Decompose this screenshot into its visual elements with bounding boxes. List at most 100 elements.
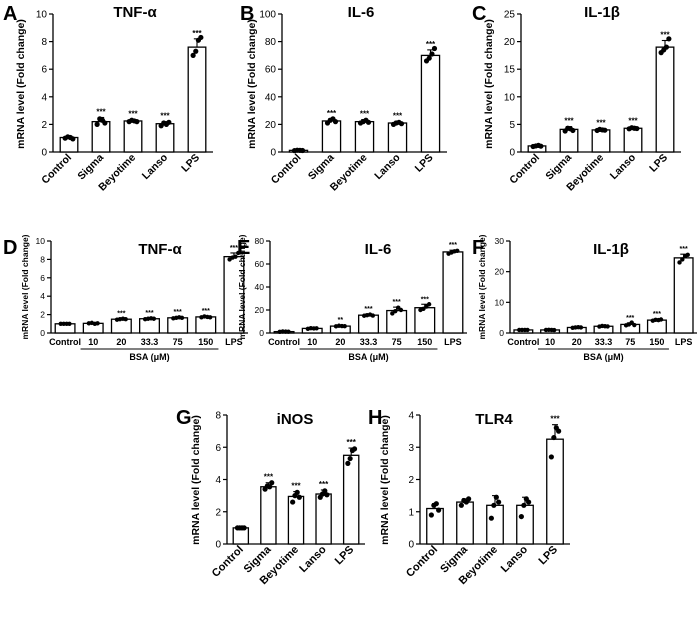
chart-title: IL-1β <box>584 4 620 21</box>
data-point <box>548 454 554 460</box>
data-point <box>393 308 398 314</box>
panel-d: D TNF-α mRNA level (Fold change) 0 2 4 6 8 10 Con… <box>3 234 248 362</box>
x-tick-label: Lanso <box>297 543 329 575</box>
x-tick-label: Sigma <box>75 152 106 183</box>
data-point <box>342 324 347 329</box>
data-point <box>322 488 328 494</box>
data-point <box>370 313 376 318</box>
significance-label: *** <box>319 480 329 489</box>
y-axis-label: mRNA level (Fold change) <box>20 234 30 339</box>
bar <box>623 127 643 153</box>
chart-title: IL-6 <box>365 241 392 258</box>
panel-b: B IL-6 mRNA level (Fold change) 0 20 40 60 80 10… <box>240 3 447 194</box>
data-point <box>491 502 497 508</box>
data-point <box>236 250 241 256</box>
y-tick-label: 80 <box>265 37 277 48</box>
significance-label: *** <box>360 110 370 119</box>
significance-label: *** <box>192 29 202 38</box>
y-tick-label: 2 <box>40 310 45 320</box>
significance-label: *** <box>550 415 560 424</box>
significance-label: *** <box>628 117 638 126</box>
data-point <box>658 317 664 322</box>
data-point <box>525 327 530 333</box>
data-point <box>294 489 300 495</box>
y-tick-label: 20 <box>265 120 277 131</box>
significance-label: *** <box>393 111 403 120</box>
bar <box>357 314 379 334</box>
data-point <box>677 260 682 265</box>
y-tick-label: 60 <box>265 65 277 76</box>
y-tick-label: 0 <box>499 328 504 338</box>
significance-label: *** <box>174 309 182 316</box>
data-point <box>551 434 557 441</box>
data-point <box>634 125 640 132</box>
y-tick-label: 4 <box>215 475 221 486</box>
x-tick-label: 75 <box>392 337 402 347</box>
data-point <box>488 515 494 521</box>
data-point <box>526 499 532 505</box>
y-tick-label: 1 <box>408 507 414 518</box>
data-point <box>421 306 426 312</box>
data-point <box>190 52 196 59</box>
y-tick-label: 8 <box>41 37 47 48</box>
y-tick-label: 10 <box>36 10 48 21</box>
y-tick-label: 2 <box>41 120 47 131</box>
x-tick-label: LPS <box>225 337 243 347</box>
significance-label: *** <box>426 40 436 49</box>
bar <box>386 309 408 334</box>
data-point <box>458 502 464 508</box>
significance-label: *** <box>145 310 153 317</box>
data-point <box>556 428 562 434</box>
data-point <box>332 119 339 125</box>
data-point <box>269 480 275 486</box>
data-point <box>70 136 76 142</box>
data-point <box>286 329 291 334</box>
data-point <box>345 460 351 466</box>
y-tick-label: 30 <box>495 236 505 246</box>
x-tick-label: Control <box>49 337 81 347</box>
y-tick-label: 6 <box>215 443 221 454</box>
significance-label: *** <box>347 438 357 447</box>
x-tick-label: 10 <box>545 337 555 347</box>
data-point <box>632 322 637 328</box>
group-label: BSA (μM) <box>129 352 169 362</box>
data-point <box>67 321 72 326</box>
y-tick-label: 0 <box>509 148 515 159</box>
data-point <box>570 127 576 134</box>
x-tick-label: 20 <box>335 337 345 347</box>
significance-label: *** <box>653 311 661 318</box>
data-point <box>436 507 442 513</box>
bar <box>387 122 408 153</box>
data-point <box>496 499 502 505</box>
data-point <box>429 51 435 57</box>
data-point <box>290 499 296 505</box>
x-tick-label: LPS <box>444 337 462 347</box>
x-tick-label: LPS <box>179 152 202 175</box>
panel-label: G <box>176 407 192 429</box>
panel-e: E IL-6 mRNA level (Fold change) 0 20 40 60 80 Co… <box>237 234 467 362</box>
data-point <box>365 119 372 125</box>
data-point <box>666 36 672 42</box>
y-axis-label: mRNA level (Fold change) <box>15 19 27 149</box>
panel-label: C <box>472 3 486 25</box>
significance-label: *** <box>291 482 301 491</box>
data-point <box>663 44 670 50</box>
x-tick-label: Control <box>507 337 539 347</box>
x-tick-label: Control <box>268 337 300 347</box>
panel-label: B <box>240 3 254 25</box>
y-tick-label: 25 <box>504 10 516 21</box>
data-point <box>493 494 499 500</box>
data-point <box>151 316 157 321</box>
y-axis-label: mRNA level (Fold change) <box>237 234 247 339</box>
bar <box>486 504 504 545</box>
x-tick-label: 150 <box>198 337 213 347</box>
bar <box>414 307 436 334</box>
significance-label: *** <box>230 245 238 252</box>
data-point <box>398 307 404 313</box>
x-tick-label: Lanso <box>608 152 638 182</box>
bar <box>123 120 143 153</box>
x-tick-label: 10 <box>88 337 98 347</box>
data-point <box>578 325 584 330</box>
group-label: BSA (μM) <box>348 352 388 362</box>
